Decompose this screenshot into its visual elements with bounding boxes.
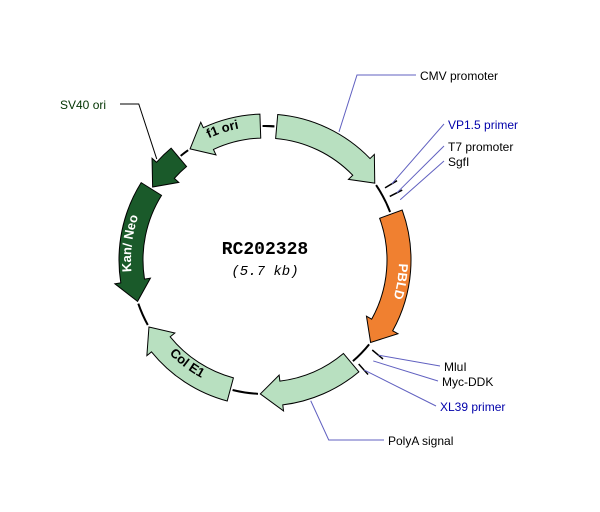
marker-label-SgfI: SgfI — [448, 155, 469, 169]
feature-CMV promoter — [276, 115, 375, 184]
backbone-arc — [138, 304, 148, 325]
ext-label-CMV promoter: CMV promoter — [420, 69, 498, 83]
marker-label-MluI: MluI — [444, 360, 467, 374]
tick-VP1.5-primer — [385, 181, 397, 188]
feature-SV40ori — [152, 148, 187, 187]
ext-label-PolyA: PolyA signal — [388, 434, 453, 448]
backbone-arc — [376, 185, 390, 212]
plasmid-name: RC202328 — [175, 240, 355, 260]
backbone-arc — [233, 390, 258, 394]
marker-label-Myc-DDK: Myc-DDK — [442, 375, 493, 389]
marker-leader-MluI — [378, 355, 440, 366]
leader-PolyA — [311, 401, 384, 440]
marker-leader-XL39-primer — [364, 370, 436, 406]
tick-XL39-primer — [359, 364, 368, 374]
plasmid-size: (5.7 kb) — [175, 264, 355, 280]
leader-SV40ori — [120, 104, 157, 159]
backbone-arc — [353, 344, 369, 361]
marker-label-T7-promoter: T7 promoter — [448, 140, 513, 154]
tick-MluI — [372, 350, 383, 359]
ext-label-SV40ori: SV40 ori — [60, 98, 106, 112]
marker-label-VP1.5-primer: VP1.5 primer — [448, 118, 518, 132]
backbone-arc — [181, 150, 188, 156]
feature-PolyA — [260, 353, 359, 410]
marker-label-XL39-primer: XL39 primer — [440, 400, 505, 414]
leader-CMV promoter — [339, 75, 416, 132]
tick-T7-promoter — [390, 190, 402, 196]
